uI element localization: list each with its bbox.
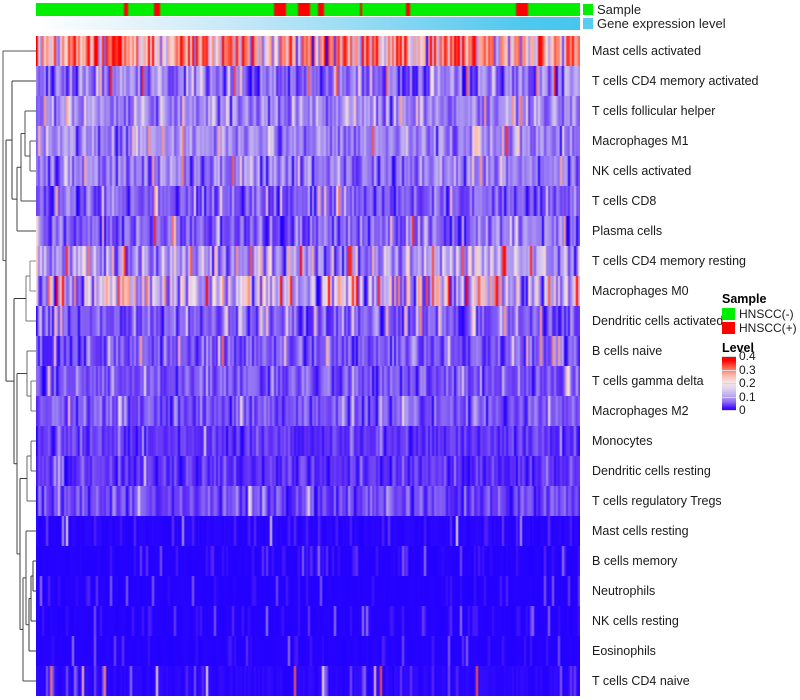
legend-tick-label: 0	[739, 403, 746, 417]
heatmap-row-canvas	[36, 516, 580, 546]
heatmap-row	[36, 666, 580, 696]
heatmap-row	[36, 246, 580, 276]
legend-tick-label: 0.1	[739, 390, 756, 404]
row-label-t-cells-regulatory-tregs: T cells regulatory Tregs	[592, 494, 722, 508]
legend-swatch-green	[722, 307, 735, 320]
heatmap-row	[36, 186, 580, 216]
heatmap-row-canvas	[36, 546, 580, 576]
legend-colorbar-wrap: 0.4 0.3 0.2 0.1 0	[722, 350, 800, 416]
legend-level-title: Level	[722, 341, 754, 355]
heatmap-row-canvas	[36, 36, 580, 66]
heatmap-row	[36, 396, 580, 426]
legend-swatch-red	[722, 321, 735, 334]
row-dendrogram	[2, 50, 36, 682]
heatmap-row	[36, 456, 580, 486]
heatmap-row	[36, 336, 580, 366]
heatmap-row-canvas	[36, 666, 580, 696]
heatmap-row	[36, 606, 580, 636]
heatmap-row-canvas	[36, 426, 580, 456]
row-label-t-cells-cd4-memory-activated: T cells CD4 memory activated	[592, 74, 759, 88]
row-label-b-cells-naive: B cells naive	[592, 344, 663, 358]
heatmap-row	[36, 636, 580, 666]
sample-annotation-canvas	[36, 3, 580, 16]
row-label-neutrophils: Neutrophils	[592, 584, 656, 598]
row-label-monocytes: Monocytes	[592, 434, 653, 448]
legend-tick-mark	[722, 397, 736, 398]
legend-tick-label: 0.4	[739, 349, 756, 363]
legend: Sample HNSCC(-) HNSCC(+) Level 0.4 0.3 0.2…	[722, 292, 800, 416]
row-label-dendritic-cells-resting: Dendritic cells resting	[592, 464, 711, 478]
legend-tick-mark	[722, 370, 736, 371]
legend-sample-title: Sample	[722, 292, 767, 306]
heatmap-row	[36, 96, 580, 126]
gene-expression-annotation-bar	[36, 17, 580, 30]
heatmap-row	[36, 546, 580, 576]
row-label-plasma-cells: Plasma cells	[592, 224, 663, 238]
heatmap-row	[36, 426, 580, 456]
heatmap-row-canvas	[36, 486, 580, 516]
row-label-macrophages-m0: Macrophages M0	[592, 284, 689, 298]
heatmap-row-canvas	[36, 126, 580, 156]
heatmap-row	[36, 66, 580, 96]
heatmap-row-canvas	[36, 636, 580, 666]
heatmap-row	[36, 516, 580, 546]
row-label-dendritic-cells-activated: Dendritic cells activated	[592, 314, 724, 328]
legend-tick-mark	[722, 383, 736, 384]
row-label-t-cells-cd4-naive: T cells CD4 naive	[592, 674, 690, 688]
row-label-t-cells-cd8: T cells CD8	[592, 194, 657, 208]
heatmap-row	[36, 126, 580, 156]
legend-tick-label: 0.2	[739, 376, 756, 390]
row-label-mast-cells-activated: Mast cells activated	[592, 44, 702, 58]
sample-annotation-swatch	[583, 4, 593, 15]
legend-label-hnscc-positive: HNSCC(+)	[739, 320, 797, 335]
sample-annotation-bar	[36, 3, 580, 16]
heatmap-row	[36, 276, 580, 306]
sample-annotation-label: Sample	[597, 2, 642, 17]
row-label-t-cells-cd4-memory-resting: T cells CD4 memory resting	[592, 254, 746, 268]
heatmap-row	[36, 306, 580, 336]
legend-item-hnscc-positive: HNSCC(+)	[722, 321, 800, 334]
row-label-t-cells-gamma-delta: T cells gamma delta	[592, 374, 704, 388]
row-label-nk-cells-resting: NK cells resting	[592, 614, 679, 628]
legend-tick-mark	[722, 410, 736, 411]
row-label-b-cells-memory: B cells memory	[592, 554, 678, 568]
heatmap-row	[36, 576, 580, 606]
legend-item-hnscc-negative: HNSCC(-)	[722, 307, 800, 320]
heatmap-row-canvas	[36, 576, 580, 606]
heatmap-row-canvas	[36, 276, 580, 306]
heatmap-row-canvas	[36, 186, 580, 216]
heatmap-row-canvas	[36, 336, 580, 366]
legend-label-hnscc-negative: HNSCC(-)	[739, 306, 794, 321]
row-label-eosinophils: Eosinophils	[592, 644, 656, 658]
heatmap-row-canvas	[36, 456, 580, 486]
heatmap-row-canvas	[36, 606, 580, 636]
heatmap-row-canvas	[36, 216, 580, 246]
heatmap-row-canvas	[36, 396, 580, 426]
heatmap-row	[36, 366, 580, 396]
row-label-macrophages-m2: Macrophages M2	[592, 404, 689, 418]
gene-expression-annotation-swatch	[583, 18, 593, 29]
heatmap-row-canvas	[36, 366, 580, 396]
row-label-nk-cells-activated: NK cells activated	[592, 164, 692, 178]
heatmap-row	[36, 36, 580, 66]
gene-expression-annotation-label: Gene expression level	[597, 16, 726, 31]
row-label-t-cells-follicular-helper: T cells follicular helper	[592, 104, 716, 118]
heatmap-row-canvas	[36, 156, 580, 186]
heatmap-row-canvas	[36, 66, 580, 96]
row-label-mast-cells-resting: Mast cells resting	[592, 524, 689, 538]
legend-tick-label: 0.3	[739, 363, 756, 377]
heatmap-row-canvas	[36, 246, 580, 276]
heatmap-body	[36, 36, 580, 696]
heatmap-row-canvas	[36, 306, 580, 336]
heatmap-row	[36, 486, 580, 516]
heatmap-row-canvas	[36, 96, 580, 126]
heatmap-row	[36, 156, 580, 186]
row-label-macrophages-m1: Macrophages M1	[592, 134, 689, 148]
heatmap-row	[36, 216, 580, 246]
legend-tick-mark	[722, 356, 736, 357]
